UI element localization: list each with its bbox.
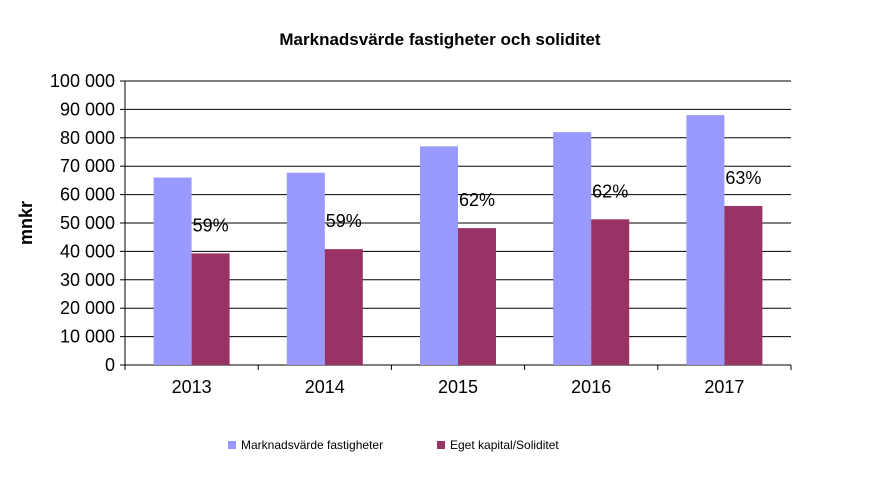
- x-tick-label: 2016: [571, 377, 611, 397]
- data-label-soliditet: 59%: [193, 215, 229, 235]
- bar-eget-kapital: [324, 249, 363, 365]
- legend-swatch-eget-kapital: [437, 441, 445, 449]
- bar-marknadsvarde: [420, 146, 458, 365]
- bar-marknadsvarde: [686, 115, 725, 365]
- bar-eget-kapital: [458, 228, 496, 365]
- y-tick-label: 20 000: [60, 298, 115, 318]
- bar-eget-kapital: [191, 253, 230, 365]
- y-axis-label: mnkr: [16, 201, 36, 245]
- y-tick-label: 30 000: [60, 270, 115, 290]
- x-tick-label: 2013: [172, 377, 212, 397]
- data-label-soliditet: 62%: [592, 181, 628, 201]
- data-label-soliditet: 62%: [459, 190, 495, 210]
- y-tick-label: 10 000: [60, 327, 115, 347]
- legend-label-eget-kapital: Eget kapital/Soliditet: [450, 438, 559, 452]
- chart-title: Marknadsvärde fastigheter och soliditet: [279, 30, 601, 49]
- y-tick-label: 90 000: [60, 99, 115, 119]
- x-tick-label: 2017: [704, 377, 744, 397]
- legend-swatch-marknadsvarde: [228, 441, 236, 449]
- y-tick-label: 80 000: [60, 128, 115, 148]
- chart-legend: Marknadsvärde fastigheter Eget kapital/S…: [0, 438, 886, 458]
- y-tick-label: 50 000: [60, 213, 115, 233]
- bar-marknadsvarde: [286, 172, 325, 365]
- y-tick-label: 100 000: [50, 71, 115, 91]
- bar-marknadsvarde: [553, 132, 592, 365]
- x-tick-label: 2015: [438, 377, 478, 397]
- y-tick-label: 0: [105, 355, 115, 375]
- data-label-soliditet: 63%: [725, 168, 761, 188]
- data-label-soliditet: 59%: [326, 211, 362, 231]
- y-tick-label: 60 000: [60, 185, 115, 205]
- legend-label-marknadsvarde: Marknadsvärde fastigheter: [241, 438, 384, 452]
- bar-eget-kapital: [724, 205, 763, 365]
- y-tick-label: 40 000: [60, 241, 115, 261]
- bar-eget-kapital: [591, 219, 630, 365]
- legend-item-marknadsvarde: Marknadsvärde fastigheter: [228, 438, 383, 452]
- bar-marknadsvarde: [153, 177, 192, 365]
- legend-item-eget-kapital: Eget kapital/Soliditet: [437, 438, 559, 452]
- y-tick-label: 70 000: [60, 156, 115, 176]
- x-tick-label: 2014: [305, 377, 345, 397]
